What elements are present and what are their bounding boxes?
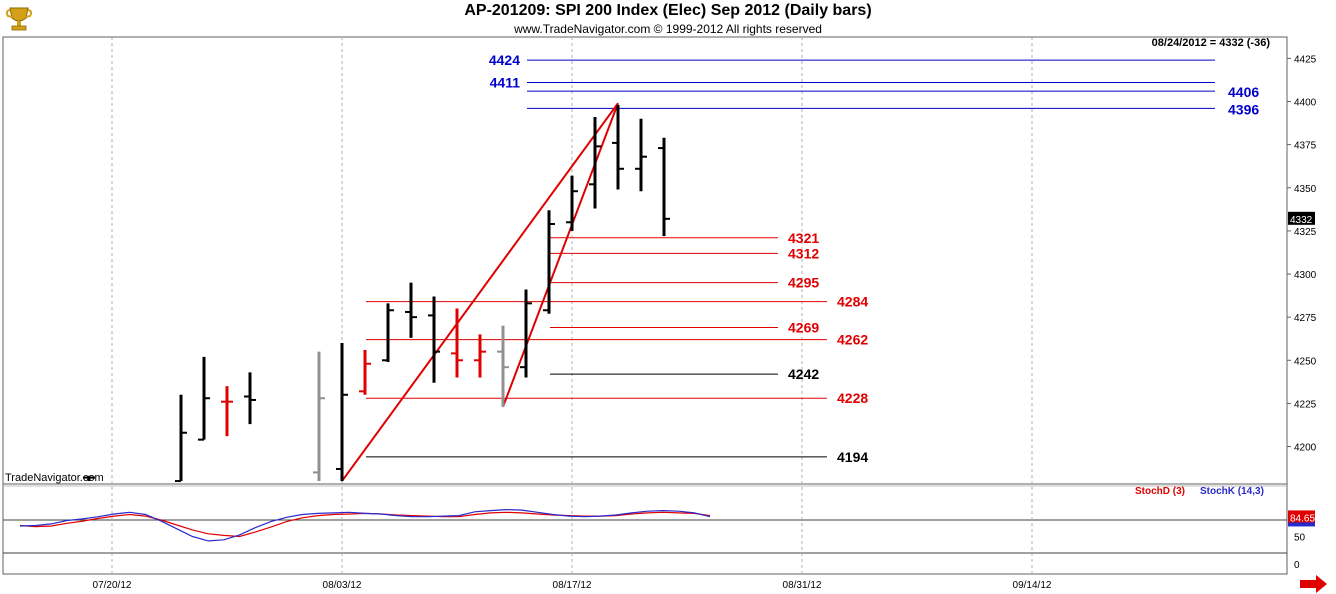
y-tick-label: 4425 [1294,54,1317,65]
level-label-4262: 4262 [837,332,868,348]
ohlc-bar [451,308,463,378]
y-tick-label: 4325 [1294,227,1317,238]
y-tick-label: 4350 [1294,184,1317,195]
ohlc-bar [83,475,95,482]
y-tick-label: 4275 [1294,313,1317,324]
stoch-value-label: 84.65 [1290,513,1315,524]
current-price-label: 4332 [1290,215,1313,226]
level-label-4406: 4406 [1228,84,1259,100]
next-page-arrow-icon[interactable] [1300,575,1327,593]
trendline [502,102,619,408]
ohlc-bar [589,117,601,209]
level-label-4312: 4312 [788,245,819,261]
stoch-y-tick-label: 50 [1294,533,1306,544]
ohlc-bar [244,372,256,425]
ohlc-bar [405,282,417,338]
chart-frame [2,36,1288,575]
trendline [341,102,619,482]
trendlines [341,102,619,482]
ohlc-bar [612,104,624,190]
y-tick-label: 4225 [1294,399,1317,410]
current-price-marker [1288,211,1315,225]
stoch-y-tick-label: 0 [1294,560,1300,571]
ohlc-bar [382,303,394,363]
y-tick-label: 4375 [1294,141,1317,152]
level-label-4194: 4194 [837,449,868,465]
y-tick-label: 4250 [1294,356,1317,367]
level-label-4242: 4242 [788,366,819,382]
ohlc-bar [497,325,509,407]
level-label-4284: 4284 [837,294,868,310]
level-label-4411: 4411 [490,75,521,91]
chart-title: AP-201209: SPI 200 Index (Elec) Sep 2012… [464,2,872,19]
ohlc-bar [543,210,555,314]
y-tick-label: 4300 [1294,270,1317,281]
watermark: TradeNavigator.com [5,472,104,484]
level-label-4295: 4295 [788,275,819,291]
y-tick-label: 4400 [1294,98,1317,109]
ohlc-bar [658,137,670,237]
ohlc-bar [635,118,647,192]
ohlc-bar [520,289,532,378]
ohlc-bar [474,334,486,378]
x-tick-label: 08/31/12 [783,580,822,591]
axis-labels: 07/20/12 08/03/12 08/17/12 08/31/12 09/14/12… [93,54,1317,591]
x-tick-label: 08/03/12 [323,580,362,591]
x-tick-label: 08/17/12 [553,580,592,591]
trophy-icon [5,7,33,31]
level-label-4269: 4269 [788,320,819,336]
ohlc-bar [428,296,440,383]
level-label-4228: 4228 [837,390,868,406]
ohlc-bar [566,175,578,231]
stochastic-panel [19,508,711,542]
x-tick-label: 07/20/12 [93,580,132,591]
ohlc-bar [359,349,371,395]
last-value-label: 08/24/2012 = 4332 (-36) [1152,37,1271,49]
level-label-4424: 4424 [489,52,520,68]
level-label-4321: 4321 [788,230,819,246]
x-tick-label: 09/14/12 [1013,580,1052,591]
ohlc-bar [313,351,325,482]
ohlc-bar [221,386,233,437]
stoch-k-marker [1288,522,1315,527]
ohlc-bar [198,356,210,441]
level-label-4396: 4396 [1228,101,1259,117]
legend-stoch-d: StochD (3) [1135,486,1185,497]
ohlc-bar [175,394,187,483]
chart-border [2,36,1288,575]
y-tick-label: 4200 [1294,443,1317,454]
stoch-value-marker [1288,510,1315,524]
stoch-k-line [19,508,711,542]
price-bars [83,104,670,483]
legend-stoch-k: StochK (14,3) [1200,486,1264,497]
chart-subtitle: www.TradeNavigator.com © 1999-2012 All r… [514,22,822,36]
ohlc-bar [336,343,348,482]
